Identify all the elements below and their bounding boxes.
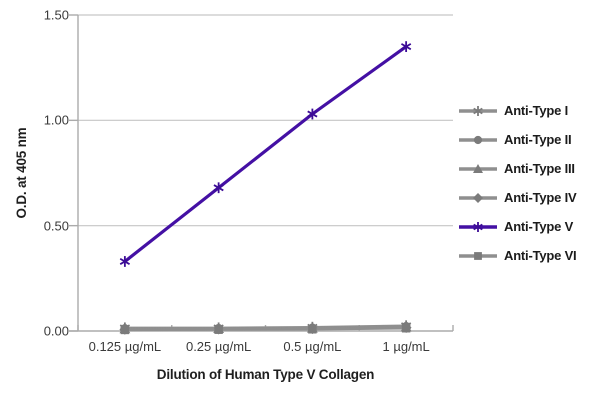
- y-axis-title: O.D. at 405 nm: [14, 127, 29, 219]
- legend-item: Anti-Type IV: [459, 183, 577, 212]
- x-tick-label: 0.125 µg/mL: [88, 339, 162, 354]
- legend: Anti-Type I Anti-Type II Anti-Type III A…: [459, 96, 577, 270]
- circle-marker-icon: [459, 135, 497, 144]
- x-axis-title: Dilution of Human Type V Collagen: [156, 367, 375, 382]
- legend-item: Anti-Type VI: [459, 241, 577, 270]
- y-tick-label: 0.00: [43, 323, 69, 339]
- x-tick-label: 0.25 µg/mL: [185, 339, 252, 354]
- legend-item-label: Anti-Type II: [504, 132, 572, 147]
- triangle-marker-icon: [459, 163, 497, 173]
- y-tick-label: 0.50: [43, 218, 69, 234]
- legend-item-label: Anti-Type I: [504, 103, 568, 118]
- asterisk-marker-icon: [459, 221, 497, 232]
- y-tick-label: 1.50: [43, 7, 69, 23]
- legend-item-label: Anti-Type V: [504, 219, 574, 234]
- legend-item: Anti-Type V: [459, 212, 576, 241]
- legend-item-label: Anti-Type IV: [504, 190, 577, 205]
- asterisk-marker-icon: [459, 105, 497, 116]
- legend-item-label: Anti-Type VI: [504, 248, 577, 263]
- x-tick-label: 0.5 µg/mL: [283, 339, 342, 354]
- legend-item-label: Anti-Type III: [504, 161, 575, 176]
- legend-item: Anti-Type III: [459, 154, 576, 183]
- legend-item: Anti-Type II: [459, 125, 576, 154]
- y-tick-label: 1.00: [43, 112, 69, 128]
- diamond-marker-icon: [459, 192, 497, 203]
- x-tick-label: 1 µg/mL: [382, 339, 430, 354]
- legend-item: Anti-Type I: [459, 96, 576, 125]
- square-marker-icon: [459, 251, 497, 260]
